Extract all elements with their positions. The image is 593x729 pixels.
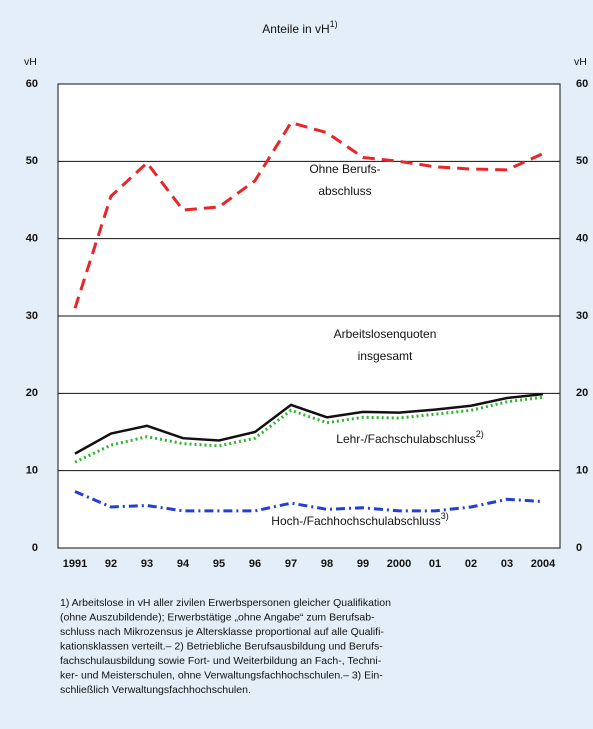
y-tick-label-right: 0	[576, 542, 582, 554]
footnote-line: fachschulausbildung sowie Fort- und Weit…	[60, 655, 382, 667]
series-label: abschluss	[318, 184, 371, 198]
series-label: Hoch-/Fachhochschulabschluss3)	[271, 511, 448, 528]
y-tick-label: 50	[26, 155, 38, 167]
series-label-text: abschluss	[318, 184, 371, 198]
y-tick-label-right: 40	[576, 233, 588, 245]
series-line	[74, 392, 544, 455]
footnote-line: 1) Arbeitslose in vH aller zivilen Erwer…	[60, 597, 391, 609]
x-tick-label: 92	[105, 558, 117, 570]
y-tick-label: 10	[26, 465, 38, 477]
series-line	[74, 395, 544, 464]
y-unit-left: vH	[24, 56, 37, 68]
y-unit-right: vH	[574, 56, 587, 68]
series-label-sup: 3)	[441, 511, 449, 521]
y-tick-label-right: 30	[576, 310, 588, 322]
series-label: Arbeitslosenquoten	[334, 327, 437, 341]
x-tick-label: 03	[501, 558, 513, 570]
y-tick-label: 60	[26, 78, 38, 90]
series-label-text: Ohne Berufs-	[309, 162, 380, 176]
footnote-line: kationsklassen verteilt.– 2) Betrieblich…	[60, 640, 383, 652]
y-tick-label: 30	[26, 310, 38, 322]
x-tick-label: 94	[177, 558, 190, 570]
title-text: Anteile in vH	[262, 22, 329, 36]
y-tick-label-right: 20	[576, 387, 588, 399]
x-tick-label: 02	[465, 558, 477, 570]
title-sup: 1)	[330, 19, 338, 29]
x-tick-label: 01	[429, 558, 441, 570]
x-tick-label: 2000	[387, 558, 411, 570]
x-tick-label: 98	[321, 558, 333, 570]
x-tick-label: 99	[357, 558, 369, 570]
series-label-sup: 2)	[476, 429, 484, 439]
x-tick-label: 1991	[63, 558, 87, 570]
y-tick-label-right: 50	[576, 155, 588, 167]
x-tick-label: 96	[249, 558, 261, 570]
series-label-text: insgesamt	[358, 349, 413, 363]
chart-title: Anteile in vH1)	[262, 19, 337, 36]
x-tick-label: 97	[285, 558, 297, 570]
series-label-text: Hoch-/Fachhochschulabschluss	[271, 514, 440, 528]
series-label: Lehr-/Fachschulabschluss2)	[336, 429, 483, 446]
x-tick-label: 2004	[531, 558, 556, 570]
series-line	[74, 490, 544, 513]
series-label-text: Arbeitslosenquoten	[334, 327, 437, 341]
series-label: insgesamt	[358, 349, 413, 363]
y-tick-label: 0	[32, 542, 38, 554]
series-line	[73, 120, 544, 309]
series-label: Ohne Berufs-	[309, 162, 380, 176]
footnote-line: schließlich Verwaltungsfachhochschulen.	[60, 684, 251, 696]
series-label-text: Lehr-/Fachschulabschluss	[336, 432, 475, 446]
footnote-line: ker- und Meisterschulen, ohne Verwaltung…	[60, 669, 383, 681]
y-tick-label: 40	[26, 233, 38, 245]
footnote-line: schluss nach Mikrozensus je Altersklasse…	[60, 626, 384, 638]
x-tick-label: 95	[213, 558, 225, 570]
y-tick-label-right: 10	[576, 465, 588, 477]
y-tick-label: 20	[26, 387, 38, 399]
footnote-line: (ohne Auszubildende); Erwerbstätige „ohn…	[60, 611, 375, 623]
y-tick-label-right: 60	[576, 78, 588, 90]
x-tick-label: 93	[141, 558, 153, 570]
